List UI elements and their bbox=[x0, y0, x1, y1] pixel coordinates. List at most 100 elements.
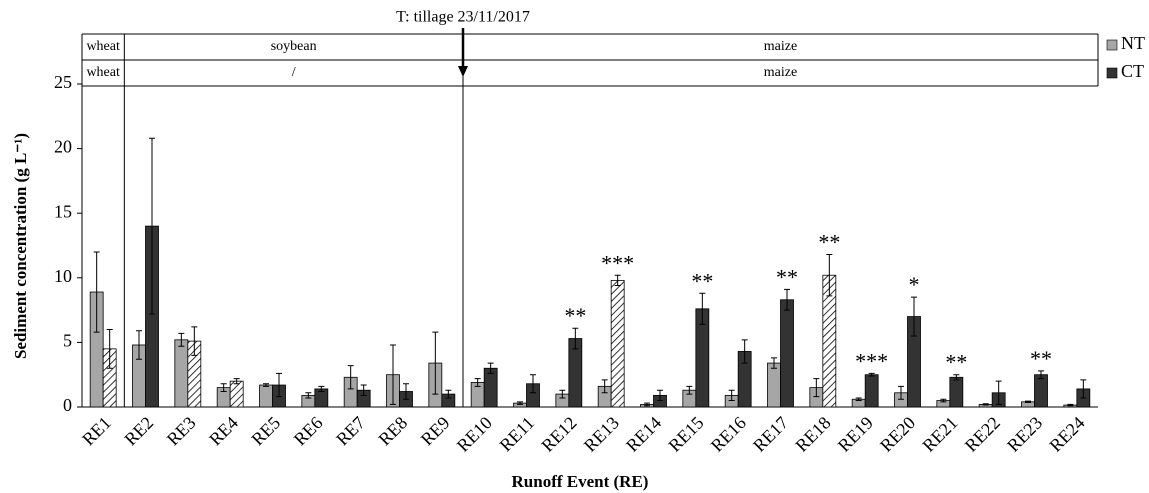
error-bar bbox=[318, 385, 325, 392]
error-bar bbox=[699, 292, 706, 325]
bar bbox=[864, 374, 879, 408]
y-tick-label: 20 bbox=[54, 137, 72, 157]
error-bar bbox=[233, 378, 240, 385]
error-bar bbox=[601, 379, 608, 394]
error-bar bbox=[741, 339, 748, 364]
significance-label: ** bbox=[691, 268, 713, 293]
error-bar bbox=[517, 401, 523, 405]
error-bar bbox=[487, 362, 494, 374]
y-tick-label: 15 bbox=[54, 201, 72, 221]
x-tick-label: RE5 bbox=[247, 413, 284, 450]
error-bar bbox=[149, 137, 155, 315]
error-bar bbox=[868, 372, 875, 377]
crop-label: maize bbox=[764, 65, 797, 80]
significance-label: ** bbox=[776, 264, 798, 289]
x-tick-label: RE17 bbox=[749, 413, 792, 456]
y-axis-title: Sediment concentration (g L⁻¹) bbox=[11, 133, 30, 359]
y-tick-label: 25 bbox=[54, 72, 72, 92]
error-bar bbox=[1038, 370, 1044, 380]
error-bar bbox=[276, 372, 282, 398]
bar bbox=[767, 362, 781, 408]
crop-label: wheat bbox=[86, 39, 120, 54]
x-tick-label: RE1 bbox=[78, 413, 115, 450]
x-tick-label: RE20 bbox=[876, 413, 919, 456]
bar bbox=[229, 380, 244, 408]
y-tick-label: 0 bbox=[63, 395, 72, 415]
crop-label: / bbox=[292, 65, 296, 80]
bar bbox=[1034, 374, 1048, 408]
x-tick-label: RE3 bbox=[163, 413, 200, 450]
error-bar bbox=[855, 397, 862, 402]
significance-label: *** bbox=[601, 250, 634, 275]
x-tick-label: RE18 bbox=[791, 413, 834, 456]
error-bar bbox=[191, 326, 198, 356]
error-bar bbox=[1080, 379, 1087, 399]
error-bar bbox=[940, 398, 947, 403]
error-bar bbox=[360, 384, 367, 396]
x-tick-label: RE7 bbox=[332, 413, 369, 450]
error-bar bbox=[657, 389, 663, 402]
x-tick-label: RE8 bbox=[374, 413, 411, 450]
significance-label: ** bbox=[564, 303, 586, 328]
x-tick-label: RE10 bbox=[453, 413, 496, 456]
error-bar bbox=[572, 327, 579, 350]
error-bar bbox=[178, 332, 185, 347]
error-bar bbox=[614, 274, 621, 287]
bar bbox=[949, 376, 964, 408]
x-tick-label: RE22 bbox=[961, 413, 1004, 456]
error-bar bbox=[771, 357, 777, 369]
y-tick-label: 5 bbox=[63, 331, 72, 351]
x-tick-label: RE23 bbox=[1003, 413, 1046, 456]
error-bar bbox=[826, 254, 833, 297]
x-tick-label: RE21 bbox=[918, 413, 961, 456]
error-bar bbox=[390, 344, 396, 405]
x-tick-label: RE19 bbox=[834, 413, 877, 456]
error-bar bbox=[263, 383, 269, 387]
error-bar bbox=[813, 378, 820, 398]
significance-label: ** bbox=[1030, 346, 1052, 371]
legend-swatch bbox=[1106, 39, 1118, 51]
error-bar bbox=[136, 330, 142, 360]
error-bar bbox=[1025, 400, 1031, 403]
crop-label: soybean bbox=[271, 39, 317, 54]
x-tick-label: RE6 bbox=[290, 413, 327, 450]
error-bar bbox=[93, 251, 100, 333]
bar bbox=[483, 367, 498, 408]
error-bar bbox=[403, 383, 409, 400]
error-bar bbox=[982, 403, 989, 406]
legend-label: CT bbox=[1121, 61, 1144, 81]
bar bbox=[610, 279, 625, 408]
significance-label: ** bbox=[945, 350, 967, 375]
y-tick-label: 10 bbox=[54, 266, 72, 286]
significance-label: *** bbox=[855, 348, 888, 373]
x-tick-label: RE2 bbox=[120, 413, 157, 450]
x-tick-label: RE11 bbox=[496, 413, 539, 456]
crop-label: maize bbox=[764, 39, 797, 54]
error-bar bbox=[432, 331, 439, 395]
legend-swatch bbox=[1106, 67, 1118, 79]
error-bar bbox=[474, 378, 481, 387]
x-tick-label: RE12 bbox=[537, 413, 580, 456]
x-tick-label: RE14 bbox=[622, 413, 665, 456]
x-tick-label: RE24 bbox=[1045, 413, 1088, 456]
error-bar bbox=[644, 402, 650, 407]
error-bar bbox=[911, 296, 917, 337]
x-tick-label: RE16 bbox=[707, 413, 750, 456]
error-bar bbox=[220, 383, 227, 392]
error-bar bbox=[445, 389, 452, 399]
x-tick-label: RE13 bbox=[580, 413, 623, 456]
error-bar bbox=[898, 385, 904, 400]
significance-label: * bbox=[909, 272, 920, 297]
error-bar bbox=[1067, 403, 1074, 407]
error-bar bbox=[106, 328, 113, 369]
bar bbox=[259, 384, 273, 408]
error-bar bbox=[347, 365, 354, 390]
crop-label: wheat bbox=[86, 65, 120, 80]
x-tick-label: RE15 bbox=[664, 413, 707, 456]
error-bar bbox=[995, 380, 1002, 405]
annotation: T: tillage 23/11/2017 bbox=[396, 9, 530, 26]
annotation-arrowhead bbox=[458, 66, 468, 77]
error-bar bbox=[530, 374, 536, 394]
x-tick-label: RE9 bbox=[417, 413, 454, 450]
